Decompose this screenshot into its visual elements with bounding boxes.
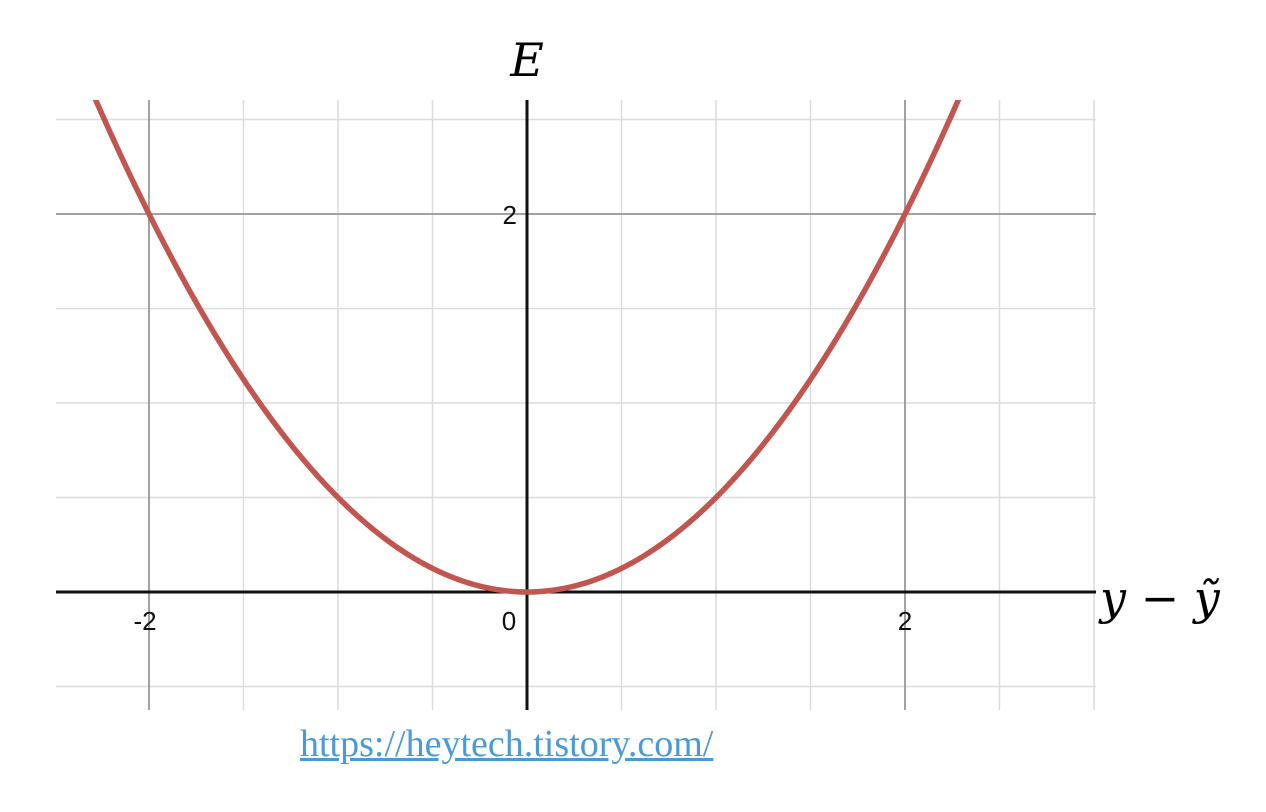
curve-layer bbox=[92, 100, 962, 595]
x-axis-label: y − ỹ bbox=[1098, 571, 1221, 625]
y-axis-label: E bbox=[509, 33, 544, 87]
source-link[interactable]: https://heytech.tistory.com/ bbox=[300, 723, 714, 765]
axes bbox=[56, 100, 1096, 710]
x-tick-label: -2 bbox=[133, 606, 156, 636]
y-tick-label: 2 bbox=[503, 200, 517, 230]
series-line-0 bbox=[92, 100, 962, 595]
x-tick-label: 2 bbox=[898, 606, 912, 636]
x-tick-label: 0 bbox=[502, 606, 516, 636]
major-gridlines bbox=[56, 100, 1096, 710]
tick-labels: -2 0 2 2 bbox=[133, 200, 912, 636]
minor-gridlines bbox=[56, 100, 1096, 710]
